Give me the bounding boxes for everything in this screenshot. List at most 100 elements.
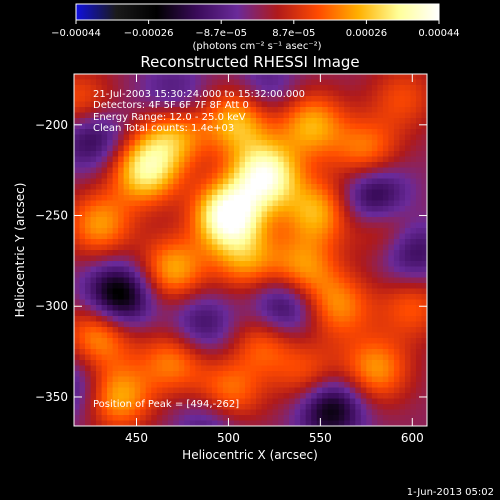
heatmap-cell <box>228 420 235 426</box>
heatmap-cell <box>382 222 389 229</box>
heatmap-cell <box>404 261 412 268</box>
heatmap-cell <box>382 354 389 361</box>
heatmap-cell <box>162 266 169 273</box>
heatmap-cell <box>167 310 174 317</box>
heatmap-cell <box>222 233 230 240</box>
heatmap-cell <box>85 129 92 136</box>
heatmap-cell <box>267 382 274 389</box>
heatmap-cell <box>134 365 141 372</box>
heatmap-cell <box>272 222 279 229</box>
heatmap-cell <box>112 129 119 136</box>
heatmap-cell <box>134 107 141 114</box>
heatmap-cell <box>283 79 290 86</box>
heatmap-cell <box>239 101 246 108</box>
heatmap-cell <box>112 90 119 97</box>
heatmap-cell <box>145 151 152 158</box>
heatmap-cell <box>410 272 417 279</box>
heatmap-cell <box>404 206 412 213</box>
heatmap-cell <box>250 250 257 257</box>
heatmap-cell <box>96 96 103 103</box>
heatmap-cell <box>123 118 130 125</box>
heatmap-cell <box>371 343 378 350</box>
heatmap-cell <box>195 145 202 152</box>
heatmap-cell <box>360 112 367 119</box>
heatmap-cell <box>244 299 252 306</box>
heatmap-cell <box>305 327 312 334</box>
heatmap-cell <box>283 365 290 372</box>
heatmap-cell <box>377 382 384 389</box>
heatmap-cell <box>399 123 406 130</box>
heatmap-cell <box>195 178 202 185</box>
heatmap-cell <box>393 134 401 141</box>
heatmap-cell <box>129 222 136 229</box>
heatmap-cell <box>382 145 389 152</box>
heatmap-cell <box>267 145 274 152</box>
heatmap-cell <box>118 316 125 323</box>
heatmap-cell <box>140 167 147 174</box>
heatmap-cell <box>272 140 279 147</box>
heatmap-cell <box>200 332 207 339</box>
heatmap-cell <box>388 140 395 147</box>
heatmap-cell <box>300 338 307 345</box>
heatmap-cell <box>173 74 180 81</box>
heatmap-cell <box>107 327 114 334</box>
heatmap-cell <box>388 266 395 273</box>
heatmap-cell <box>404 354 412 361</box>
heatmap-cell <box>382 360 389 367</box>
heatmap-cell <box>167 112 174 119</box>
heatmap-cell <box>261 195 268 202</box>
heatmap-cell <box>256 173 263 180</box>
heatmap-cell <box>195 233 202 240</box>
heatmap-cell <box>112 244 119 251</box>
heatmap-cell <box>156 415 163 422</box>
heatmap-cell <box>90 365 97 372</box>
heatmap-cell <box>239 211 246 218</box>
heatmap-cell <box>189 96 196 103</box>
heatmap-cell <box>107 206 114 213</box>
heatmap-cell <box>399 420 406 426</box>
heatmap-cell <box>118 129 125 136</box>
heatmap-cell <box>300 316 307 323</box>
heatmap-cell <box>96 343 103 350</box>
heatmap-cell <box>388 338 395 345</box>
heatmap-cell <box>399 415 406 422</box>
heatmap-cell <box>79 145 86 152</box>
heatmap-cell <box>410 420 417 426</box>
heatmap-cell <box>189 354 196 361</box>
heatmap-cell <box>421 327 427 334</box>
heatmap-cell <box>167 233 174 240</box>
heatmap-cell <box>107 184 114 191</box>
heatmap-cell <box>222 90 230 97</box>
heatmap-cell <box>151 387 158 394</box>
heatmap-cell <box>85 189 92 196</box>
heatmap-cell <box>261 393 268 400</box>
heatmap-cell <box>140 107 147 114</box>
heatmap-cell <box>327 376 334 383</box>
heatmap-cell <box>129 398 136 405</box>
chart-title: Reconstructed RHESSI Image <box>140 53 359 71</box>
heatmap-cell <box>338 195 345 202</box>
heatmap-cell <box>300 228 307 235</box>
heatmap-cell <box>333 316 340 323</box>
heatmap-cell <box>404 123 412 130</box>
heatmap-cell <box>305 112 312 119</box>
heatmap-cell <box>189 206 196 213</box>
heatmap-cell <box>261 167 268 174</box>
heatmap-cell <box>112 228 119 235</box>
heatmap-cell <box>261 387 268 394</box>
heatmap-cell <box>377 233 384 240</box>
heatmap-cell <box>311 338 318 345</box>
heatmap-cell <box>145 371 152 378</box>
heatmap-cell <box>228 343 235 350</box>
heatmap-cell <box>278 393 285 400</box>
heatmap-cell <box>140 195 147 202</box>
heatmap-cell <box>156 85 163 92</box>
heatmap-cell <box>200 354 207 361</box>
heatmap-cell <box>217 222 224 229</box>
heatmap-cell <box>333 101 340 108</box>
heatmap-cell <box>107 387 114 394</box>
heatmap-cell <box>134 118 141 125</box>
heatmap-cell <box>294 382 301 389</box>
heatmap-cell <box>140 321 147 328</box>
heatmap-cell <box>118 409 125 416</box>
